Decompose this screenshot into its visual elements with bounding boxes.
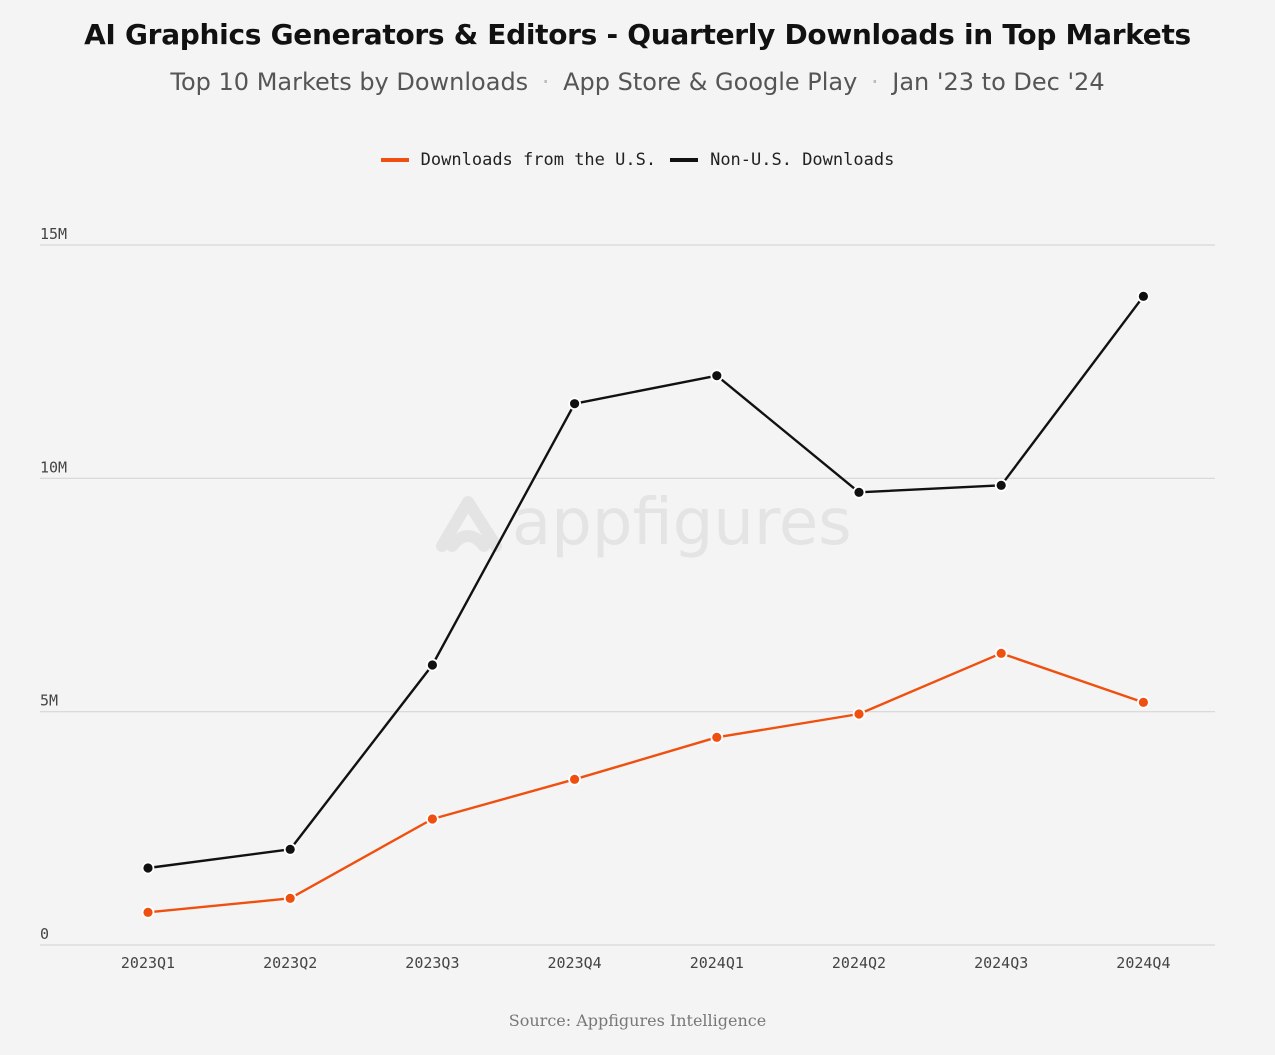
- x-tick-label: 2024Q4: [1116, 954, 1170, 972]
- watermark-text: appfigures: [512, 486, 852, 560]
- data-point-non-us: [141, 861, 155, 875]
- data-point-us: [852, 707, 866, 721]
- legend-item-us[interactable]: Downloads from the U.S.: [380, 150, 657, 170]
- legend-swatch-non-us: [670, 158, 699, 162]
- subtitle-markets: Top 10 Markets by Downloads: [170, 68, 529, 96]
- chart-title: AI Graphics Generators & Editors - Quart…: [84, 18, 1191, 51]
- series-line-us: [147, 652, 1144, 914]
- y-tick-label: 0: [40, 925, 49, 943]
- y-tick-label: 15M: [40, 225, 67, 243]
- x-tick-label: 2024Q3: [974, 954, 1028, 972]
- subtitle-date-range: Jan '23 to Dec '24: [892, 68, 1105, 96]
- appfigures-logo-icon: [436, 496, 502, 552]
- x-tick-label: 2024Q1: [690, 954, 744, 972]
- x-axis-ticks: 2023Q1 2023Q2 2023Q3 2023Q4 2024Q1 2024Q2 2024…: [121, 954, 1171, 972]
- x-tick-label: 2023Q1: [121, 954, 175, 972]
- grid-layer: 0 5M 10M 15M: [40, 225, 1215, 946]
- y-tick-label: 5M: [40, 692, 58, 710]
- legend-label-us: Downloads from the U.S.: [420, 150, 657, 170]
- watermark: appfigures: [436, 486, 852, 560]
- data-point-us: [568, 772, 581, 786]
- x-tick-label: 2024Q2: [832, 954, 886, 972]
- series-line-non-us: [147, 295, 1145, 870]
- data-point-non-us: [852, 485, 866, 499]
- subtitle-separator: ·: [541, 68, 550, 96]
- data-point-us: [425, 812, 439, 826]
- data-point-non-us: [710, 369, 724, 383]
- data-point-non-us: [1137, 289, 1150, 303]
- x-tick-label: 2023Q3: [405, 954, 459, 972]
- x-tick-label: 2023Q4: [548, 954, 602, 972]
- legend-swatch-us: [380, 158, 409, 162]
- data-point-non-us: [994, 478, 1008, 492]
- source-note: Source: Appfigures Intelligence: [508, 1011, 767, 1030]
- legend-label-non-us: Non-U.S. Downloads: [710, 150, 895, 170]
- x-tick-label: 2023Q2: [263, 954, 317, 972]
- data-point-us: [994, 646, 1008, 660]
- subtitle-separator: ·: [870, 68, 879, 96]
- data-point-us: [141, 905, 155, 919]
- data-point-non-us: [425, 658, 439, 672]
- y-tick-label: 10M: [40, 458, 67, 476]
- chart-legend: Downloads from the U.S. Non-U.S. Downloa…: [0, 150, 1275, 170]
- data-point-non-us: [283, 842, 297, 856]
- chart-subtitle: Top 10 Markets by Downloads · App Store …: [0, 68, 1275, 96]
- data-point-us: [1137, 695, 1150, 709]
- data-point-non-us: [568, 397, 581, 411]
- data-point-us: [710, 730, 724, 744]
- subtitle-stores: App Store & Google Play: [563, 68, 858, 96]
- series-layer: [141, 289, 1150, 919]
- data-point-us: [283, 891, 297, 905]
- legend-item-non-us[interactable]: Non-U.S. Downloads: [670, 150, 894, 170]
